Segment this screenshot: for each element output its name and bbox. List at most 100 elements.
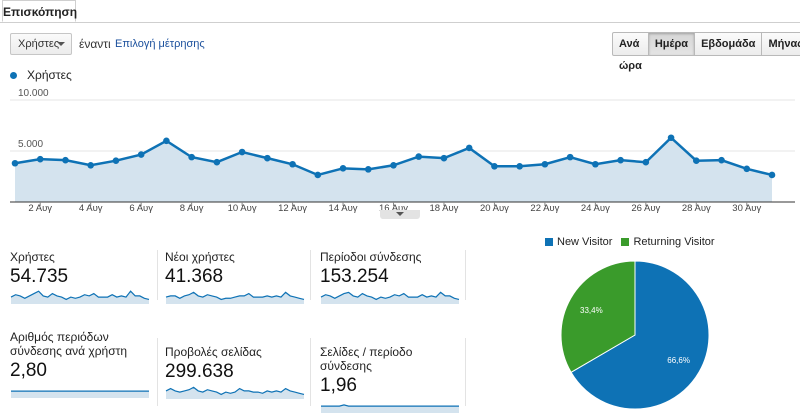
data-point bbox=[364, 166, 372, 173]
metric-label: Προβολές σελίδας bbox=[165, 345, 262, 359]
period-toggle-group: Ανά ώρα Ημέρα Εβδομάδα Μήνας bbox=[612, 32, 800, 72]
divider bbox=[310, 338, 311, 406]
sparkline-area bbox=[166, 387, 304, 399]
divider bbox=[465, 250, 466, 300]
pie-slice bbox=[570, 260, 710, 410]
chart-collapse-handle[interactable] bbox=[380, 210, 420, 219]
swatch-icon bbox=[621, 238, 630, 246]
data-point bbox=[516, 163, 523, 170]
sparkline-area bbox=[321, 292, 459, 304]
metric-sparkline bbox=[165, 386, 305, 399]
versus-label: έναντι bbox=[79, 37, 111, 51]
pie-slice bbox=[560, 260, 636, 373]
data-point bbox=[415, 153, 423, 160]
metric-value: 41.368 bbox=[165, 266, 224, 287]
x-tick-label: 28 Αυγ bbox=[682, 203, 711, 214]
metric-sparkline bbox=[165, 291, 305, 304]
data-point bbox=[238, 148, 246, 156]
x-tick-label: 4 Αυγ bbox=[79, 203, 103, 214]
metric-dropdown[interactable]: Χρήστες bbox=[10, 33, 72, 55]
divider bbox=[157, 250, 158, 300]
data-point bbox=[289, 160, 296, 168]
divider bbox=[465, 338, 466, 406]
metric-dropdown-value: Χρήστες bbox=[18, 38, 60, 50]
data-point bbox=[491, 163, 498, 170]
metric-card-pageviews: Προβολές σελίδας 299.638 bbox=[165, 345, 310, 399]
x-tick-label: 8 Αυγ bbox=[180, 203, 204, 214]
users-line-chart: 10.000 5.000 2 Αυγ 4 Αυγ 6 Αυγ 8 Αυγ 10 Αυγ 12 … bbox=[10, 88, 795, 214]
data-point bbox=[541, 160, 549, 168]
data-point bbox=[11, 159, 19, 167]
x-tick-label: 26 Αυγ bbox=[631, 203, 660, 214]
data-point bbox=[264, 154, 271, 162]
x-tick-label: 10 Αυγ bbox=[228, 203, 257, 214]
data-point bbox=[743, 165, 751, 173]
y-tick-label: 5.000 bbox=[18, 139, 43, 150]
metric-card-sessions: Περίοδοι σύνδεσης 153.254 bbox=[320, 250, 465, 304]
series-area bbox=[15, 137, 772, 202]
data-point bbox=[465, 144, 473, 152]
data-point bbox=[339, 165, 347, 172]
sparkline-area bbox=[321, 404, 459, 413]
pie-legend-item: Returning Visitor bbox=[621, 236, 715, 248]
period-month-button[interactable]: Μήνας bbox=[761, 32, 800, 56]
data-point bbox=[390, 161, 397, 169]
x-tick-label: 16 Αυγ bbox=[379, 203, 408, 214]
data-point bbox=[314, 171, 322, 179]
sparkline-area bbox=[11, 391, 149, 398]
metric-card-new-users: Νέοι χρήστες 41.368 bbox=[165, 250, 310, 304]
data-point bbox=[592, 160, 599, 168]
period-hourly-button[interactable]: Ανά ώρα bbox=[612, 32, 649, 72]
metric-sparkline bbox=[320, 291, 460, 304]
divider bbox=[310, 250, 311, 300]
sparkline-line bbox=[321, 404, 459, 407]
sparkline-line bbox=[10, 290, 150, 301]
x-tick-label: 18 Αυγ bbox=[429, 203, 458, 214]
x-tick-label: 24 Αυγ bbox=[581, 203, 610, 214]
data-point bbox=[718, 156, 725, 164]
pie-legend-item: New Visitor bbox=[545, 236, 612, 248]
data-point bbox=[768, 171, 776, 179]
series-dot-icon bbox=[10, 71, 17, 79]
metric-sparkline bbox=[11, 390, 149, 398]
data-point bbox=[62, 156, 69, 164]
data-point bbox=[188, 153, 195, 161]
x-tick-label: 2 Αυγ bbox=[28, 203, 52, 214]
metric-label: Περίοδοι σύνδεσης bbox=[320, 250, 422, 264]
period-week-button[interactable]: Εβδομάδα bbox=[694, 32, 763, 56]
sparkline-line bbox=[165, 291, 305, 301]
tab-bar: Επισκόπηση bbox=[0, 0, 800, 23]
x-tick-label: 14 Αυγ bbox=[329, 203, 358, 214]
x-tick-label: 30 Αυγ bbox=[732, 203, 761, 214]
visitor-type-pie-chart: 66,6% 33,4% bbox=[560, 260, 710, 410]
swatch-icon bbox=[545, 238, 553, 246]
metric-label: Χρήστες bbox=[10, 250, 55, 264]
data-point bbox=[617, 156, 624, 164]
metric-value: 153.254 bbox=[320, 266, 389, 287]
pie-legend-label: New Visitor bbox=[557, 236, 613, 248]
data-point bbox=[163, 137, 170, 145]
metric-value: 299.638 bbox=[165, 361, 234, 382]
metric-label: Σελίδες / περίοδο σύνδεσης bbox=[320, 345, 413, 373]
tab-overview[interactable]: Επισκόπηση bbox=[2, 0, 77, 22]
metric-value: 1,96 bbox=[320, 375, 357, 396]
chart-legend: Χρήστες bbox=[10, 68, 72, 82]
choose-metric-link[interactable]: Επιλογή μέτρησης bbox=[115, 38, 205, 50]
metric-value: 2,80 bbox=[10, 360, 47, 381]
data-point bbox=[36, 155, 44, 163]
chart-legend-label: Χρήστες bbox=[27, 68, 72, 82]
x-tick-label: 6 Αυγ bbox=[129, 203, 153, 214]
metric-value: 54.735 bbox=[10, 266, 69, 287]
y-tick-label: 10.000 bbox=[18, 88, 49, 99]
pie-slice-label: 66,6% bbox=[667, 356, 690, 365]
metric-card-pages-per-session: Σελίδες / περίοδο σύνδεσης 1,96 bbox=[320, 345, 465, 413]
pie-legend: New Visitor Returning Visitor bbox=[545, 236, 724, 248]
data-point bbox=[112, 157, 120, 164]
x-tick-label: 22 Αυγ bbox=[530, 203, 559, 214]
data-point bbox=[440, 154, 448, 162]
data-point bbox=[87, 161, 94, 169]
period-day-button[interactable]: Ημέρα bbox=[647, 32, 696, 56]
x-tick-label: 12 Αυγ bbox=[278, 203, 307, 214]
metric-sparkline bbox=[321, 404, 459, 413]
sparkline-line bbox=[320, 291, 460, 301]
